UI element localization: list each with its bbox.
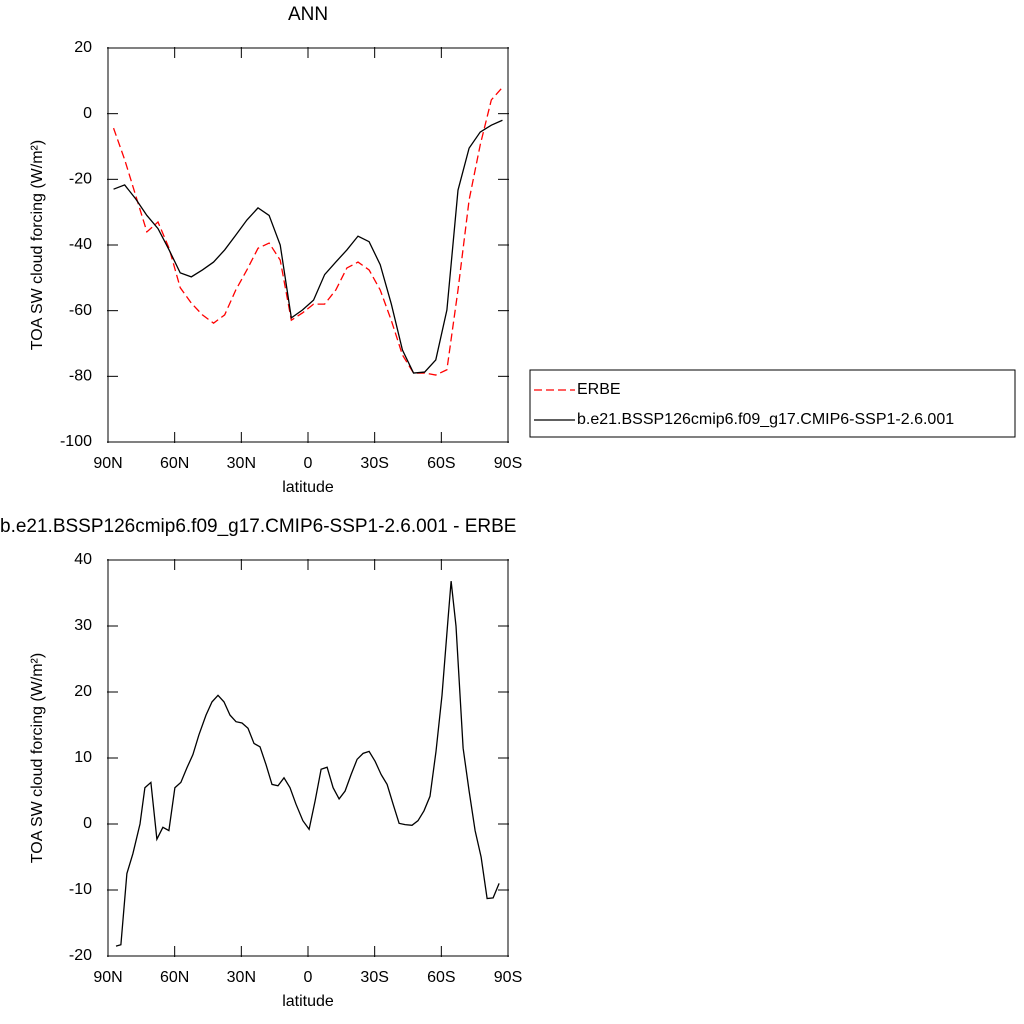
x-tick-label: 30N <box>227 969 256 986</box>
y-tick-label: -60 <box>69 302 92 319</box>
data-line <box>115 581 500 947</box>
x-tick-label: 30S <box>360 455 388 472</box>
chart-title: ANN <box>288 4 328 25</box>
x-tick-label: 60S <box>427 969 455 986</box>
y-tick-label: 10 <box>74 749 92 766</box>
x-tick-label: 30S <box>360 969 388 986</box>
data-line <box>112 86 503 376</box>
x-tick-label: 0 <box>304 455 313 472</box>
x-tick-label: 60N <box>160 455 189 472</box>
x-tick-label: 30N <box>227 455 256 472</box>
x-tick-label: 90N <box>93 455 122 472</box>
x-tick-label: 90S <box>494 455 522 472</box>
y-tick-label: 20 <box>74 683 92 700</box>
y-axis-label: TOA SW cloud forcing (W/m²) <box>29 140 46 350</box>
y-axis-label: TOA SW cloud forcing (W/m²) <box>29 653 46 863</box>
x-tick-label: 60S <box>427 455 455 472</box>
y-tick-label: 40 <box>74 551 92 568</box>
x-axis-label: latitude <box>282 993 334 1010</box>
x-axis-label: latitude <box>282 479 334 496</box>
x-tick-label: 90S <box>494 969 522 986</box>
y-tick-label: -40 <box>69 236 92 253</box>
y-tick-label: 30 <box>74 617 92 634</box>
data-line <box>113 119 503 374</box>
x-tick-label: 60N <box>160 969 189 986</box>
legend-label: ERBE <box>577 381 621 398</box>
y-tick-label: -20 <box>69 171 92 188</box>
y-tick-label: 20 <box>74 39 92 56</box>
y-tick-label: -100 <box>60 433 92 450</box>
chart-title: b.e21.BSSP126cmip6.f09_g17.CMIP6-SSP1-2.… <box>0 516 516 537</box>
x-tick-label: 0 <box>304 969 313 986</box>
legend-box <box>529 369 1016 438</box>
y-tick-label: -10 <box>69 881 92 898</box>
legend-label: b.e21.BSSP126cmip6.f09_g17.CMIP6-SSP1-2.… <box>577 411 954 428</box>
y-tick-label: -20 <box>69 947 92 964</box>
y-tick-label: -80 <box>69 368 92 385</box>
y-tick-label: 0 <box>83 105 92 122</box>
x-tick-label: 90N <box>93 969 122 986</box>
y-tick-label: 0 <box>83 815 92 832</box>
